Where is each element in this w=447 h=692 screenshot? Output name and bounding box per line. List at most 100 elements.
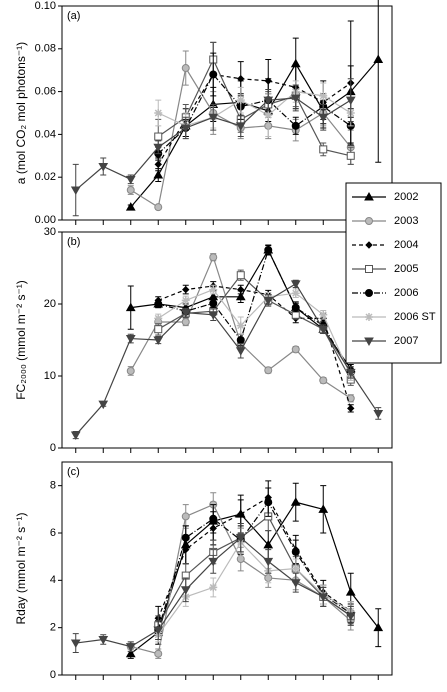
data-point [264, 246, 273, 254]
data-point [291, 547, 300, 556]
data-point [153, 626, 164, 636]
data-point [209, 514, 218, 523]
data-point [373, 54, 384, 63]
y-tick-label: 0.06 [35, 86, 56, 98]
y-tick-label: 0 [50, 669, 56, 681]
data-point [154, 203, 163, 212]
legend-label: 2005 [394, 263, 418, 275]
data-point [209, 583, 218, 592]
legend-marker [365, 241, 373, 249]
data-point [264, 498, 273, 507]
data-point [345, 587, 356, 596]
data-point [208, 557, 219, 567]
data-point [181, 318, 190, 326]
series-line [157, 501, 352, 631]
data-point [125, 175, 136, 185]
data-point [154, 132, 163, 141]
legend-label: 2003 [394, 215, 418, 227]
data-point [346, 151, 355, 160]
series-line [158, 285, 352, 409]
data-point [235, 534, 246, 543]
data-point [291, 289, 300, 298]
data-point [154, 300, 163, 308]
series-line [157, 58, 351, 157]
y-tick-label: 8 [50, 480, 56, 492]
legend-marker [365, 313, 373, 321]
legend-label: 2006 ST [394, 311, 436, 323]
data-point [181, 512, 190, 521]
data-point [98, 400, 109, 410]
data-point [125, 643, 136, 652]
y-tick-label: 0.04 [35, 128, 56, 140]
y-tick-label: 6 [50, 527, 56, 539]
data-point [182, 285, 190, 294]
data-point [291, 564, 300, 573]
legend-box [345, 182, 442, 364]
data-point [125, 335, 136, 344]
data-point [291, 121, 300, 130]
panel-label: (c) [67, 466, 80, 478]
data-point [208, 113, 219, 123]
series-line [157, 73, 352, 155]
y-tick-label: 0.08 [35, 43, 56, 55]
data-point [235, 347, 246, 356]
data-point [291, 345, 300, 354]
data-point [236, 336, 245, 344]
data-point [180, 124, 191, 133]
data-point [290, 497, 301, 506]
y-tick-label: 0.10 [35, 0, 56, 12]
data-point [154, 314, 163, 323]
data-point [125, 648, 136, 658]
data-point [125, 202, 136, 211]
data-point [373, 622, 384, 632]
legend-marker [365, 289, 373, 297]
data-point [290, 280, 301, 289]
data-point [209, 253, 218, 262]
y-tick-label: 10 [44, 370, 56, 382]
series-line [157, 515, 352, 626]
y-axis-label: a (mol CO₂ mol photons⁻¹) [14, 42, 28, 184]
series-line [130, 501, 379, 655]
data-point [180, 586, 191, 595]
y-tick-label: 30 [44, 226, 56, 238]
data-point [237, 285, 245, 294]
data-point [154, 109, 163, 117]
data-point [373, 409, 384, 419]
plot-frame [61, 461, 393, 676]
y-tick-label: 2 [50, 622, 56, 634]
data-point [208, 311, 219, 320]
data-point [290, 94, 301, 104]
data-point [263, 96, 274, 106]
data-point [70, 186, 81, 196]
data-point [180, 309, 191, 318]
data-point [154, 649, 163, 658]
data-point [153, 336, 164, 346]
panel-label: (a) [67, 10, 80, 22]
data-point [345, 612, 356, 621]
data-point [290, 579, 301, 588]
data-point [319, 91, 328, 100]
data-point [347, 404, 355, 413]
data-point [319, 376, 328, 385]
data-point [154, 160, 162, 169]
legend-label: 2006 [394, 287, 418, 299]
data-point [236, 96, 245, 105]
series-line [157, 288, 352, 377]
legend-label: 2002 [394, 191, 418, 203]
data-point [70, 639, 81, 649]
series-line [75, 283, 379, 436]
data-point [126, 186, 135, 195]
data-point [345, 96, 356, 106]
legend-marker [365, 217, 373, 225]
legend-marker [364, 191, 374, 201]
error-bar [375, 0, 382, 163]
series-line [130, 59, 379, 208]
data-point [319, 310, 328, 319]
legend-marker [365, 265, 373, 273]
y-tick-label: 4 [50, 574, 56, 586]
y-tick-label: 20 [44, 298, 56, 310]
data-point [291, 303, 300, 312]
data-point [181, 533, 190, 542]
data-point [154, 325, 163, 334]
data-point [181, 296, 190, 305]
